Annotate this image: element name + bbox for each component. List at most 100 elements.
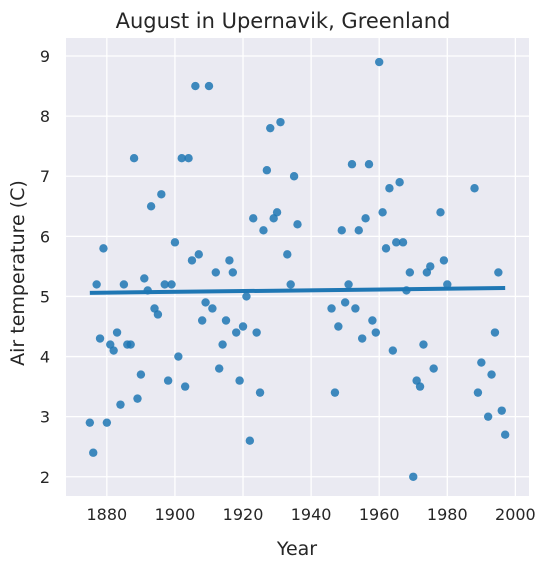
data-point	[126, 340, 135, 349]
data-point	[140, 274, 149, 283]
data-point	[439, 256, 449, 265]
data-point	[357, 334, 367, 343]
data-point	[293, 220, 302, 229]
data-point	[429, 364, 438, 373]
data-point	[392, 238, 401, 247]
data-point	[204, 81, 214, 91]
data-point	[426, 262, 435, 271]
y-tick-label: 8	[40, 107, 50, 126]
data-point	[160, 280, 169, 289]
data-point	[405, 268, 415, 277]
data-point	[415, 382, 425, 391]
y-tick-label: 5	[40, 287, 50, 306]
data-point	[334, 322, 343, 331]
data-point	[157, 190, 166, 199]
data-point	[153, 310, 163, 319]
data-point	[242, 292, 251, 301]
data-point	[340, 298, 350, 307]
data-point	[208, 304, 217, 313]
data-point	[89, 448, 98, 457]
data-point	[477, 358, 486, 367]
data-point	[364, 160, 374, 169]
plot-background	[66, 38, 529, 496]
data-point	[347, 160, 357, 169]
chart-title: August in Upernavik, Greenland	[116, 9, 451, 33]
data-point	[473, 388, 483, 397]
x-tick-label: 1960	[359, 505, 400, 524]
data-point	[443, 280, 452, 289]
data-point	[232, 328, 241, 337]
x-grid	[106, 38, 517, 496]
data-point	[174, 352, 183, 361]
data-point	[116, 400, 125, 409]
data-point	[368, 316, 377, 325]
data-point	[470, 184, 479, 193]
data-point	[351, 304, 360, 313]
data-point	[344, 280, 353, 289]
data-point	[337, 226, 346, 235]
data-point	[109, 346, 118, 355]
y-tick-label: 3	[40, 408, 50, 427]
data-point	[276, 117, 285, 127]
data-point	[262, 166, 272, 175]
data-point	[252, 328, 261, 337]
x-tick-label: 1920	[223, 505, 264, 524]
data-point	[354, 226, 363, 235]
data-point	[398, 238, 408, 247]
y-tick-label: 9	[40, 47, 50, 66]
data-point	[330, 388, 340, 397]
data-point	[378, 208, 387, 217]
data-point	[286, 280, 295, 289]
data-point	[497, 406, 506, 415]
data-point	[483, 412, 493, 421]
data-point	[102, 418, 112, 427]
data-point	[136, 370, 146, 379]
data-point	[201, 298, 210, 307]
data-point	[146, 202, 156, 211]
data-point	[283, 250, 292, 259]
data-point	[218, 340, 227, 349]
data-point	[112, 328, 122, 337]
x-tick-label: 1900	[155, 505, 196, 524]
data-point	[402, 286, 411, 295]
data-point	[388, 346, 398, 355]
y-tick-label: 6	[40, 227, 50, 246]
x-axis-label: Year	[276, 538, 317, 560]
data-point	[228, 268, 238, 277]
data-point	[221, 316, 231, 325]
data-point	[163, 376, 173, 385]
data-point	[235, 376, 244, 385]
x-tick-label: 1980	[427, 505, 468, 524]
data-point	[395, 178, 404, 187]
data-point	[255, 388, 265, 397]
data-point	[494, 268, 503, 277]
data-point	[371, 328, 381, 337]
y-tick-labels: 2 3 4 5 6 7 8 9	[40, 47, 50, 487]
data-point	[119, 280, 129, 289]
y-tick-label: 7	[40, 167, 50, 186]
data-point	[500, 430, 510, 439]
data-point	[143, 286, 152, 295]
data-point	[184, 154, 193, 163]
data-point	[187, 256, 197, 265]
data-point	[167, 280, 176, 289]
data-point	[327, 304, 336, 313]
data-point	[375, 57, 384, 67]
data-point	[245, 436, 255, 445]
data-point	[361, 214, 370, 223]
x-tick-label: 1940	[291, 505, 332, 524]
data-point	[180, 382, 190, 391]
x-tick-label: 1880	[86, 505, 127, 524]
y-axis-label: Air temperature (C)	[7, 180, 29, 366]
data-point	[249, 214, 258, 223]
data-point	[197, 316, 207, 325]
data-point	[266, 123, 275, 133]
data-point	[409, 472, 418, 481]
data-point	[487, 370, 496, 379]
data-point	[381, 244, 391, 253]
data-point	[85, 418, 95, 427]
data-point	[259, 226, 268, 235]
data-point	[272, 208, 282, 217]
